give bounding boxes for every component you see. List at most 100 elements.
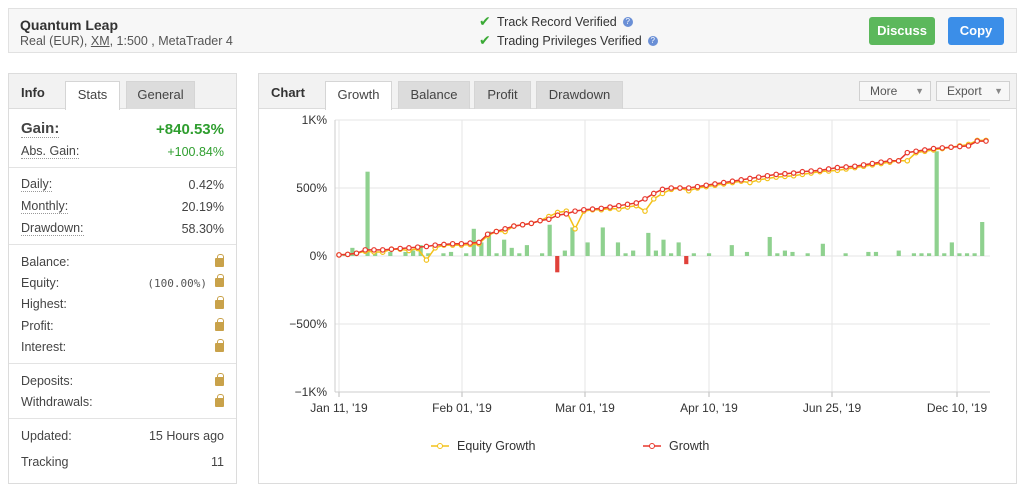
growth-point <box>799 168 806 175</box>
equity-growth-point <box>650 196 657 202</box>
growth-point <box>755 174 762 180</box>
more-dropdown[interactable]: More ▼ <box>859 81 931 101</box>
growth-point <box>790 170 797 176</box>
chart-bar <box>342 254 347 256</box>
growth-point <box>589 206 596 212</box>
discuss-button[interactable]: Discuss <box>869 17 935 45</box>
tab-general[interactable]: General <box>126 81 195 109</box>
growth-point <box>668 185 675 191</box>
growth-point <box>817 167 823 174</box>
abs-gain-row: Abs. Gain: +100.84% <box>21 144 224 159</box>
growth-point <box>511 223 517 229</box>
legend-equity-growth[interactable]: Equity Growth <box>457 439 536 453</box>
chart-bar <box>517 253 522 256</box>
equity-label: Equity: <box>21 276 60 290</box>
growth-point <box>956 143 963 150</box>
growth-point <box>388 246 395 253</box>
drawdown-row: Drawdown: 58.30% <box>21 221 224 236</box>
chart-bar <box>919 253 924 256</box>
chart-bar <box>547 224 552 256</box>
growth-point <box>615 202 622 209</box>
chart-bar <box>524 245 529 256</box>
monthly-label[interactable]: Monthly: <box>21 199 69 214</box>
account-header: Quantum Leap Real (EUR), XM, 1:500 , Met… <box>8 8 1017 53</box>
lock-icon <box>215 338 224 352</box>
x-tick-label: Apr 10, '19 <box>680 401 738 415</box>
growth-point <box>406 245 412 251</box>
account-leverage-platform: , 1:500 , MetaTrader 4 <box>109 34 233 48</box>
chart-bar <box>820 243 825 256</box>
broker-link[interactable]: XM <box>90 34 110 48</box>
growth-point <box>782 170 788 177</box>
tab-growth[interactable]: Growth <box>325 81 392 110</box>
help-icon[interactable]: ? <box>622 16 633 27</box>
chart-bar <box>388 251 393 256</box>
tracking-label: Tracking <box>21 455 69 469</box>
lock-icon <box>215 253 224 267</box>
y-tick-label: −500% <box>289 317 327 331</box>
export-label: Export <box>947 84 982 98</box>
growth-point <box>441 241 447 248</box>
chart-bar <box>927 253 932 256</box>
legend-equity-marker <box>437 443 443 449</box>
chart-bar <box>964 253 970 256</box>
growth-point <box>895 157 902 164</box>
chart-bar <box>873 251 879 256</box>
growth-point <box>344 251 351 258</box>
y-tick-label: −1K% <box>295 385 328 399</box>
chart-bar <box>957 253 962 256</box>
equity-growth-point <box>423 257 430 263</box>
growth-point <box>423 243 430 250</box>
growth-point <box>939 145 946 151</box>
tab-profit[interactable]: Profit <box>474 81 531 109</box>
legend-growth[interactable]: Growth <box>669 439 709 453</box>
tab-drawdown[interactable]: Drawdown <box>536 81 623 109</box>
tab-balance[interactable]: Balance <box>398 81 470 109</box>
growth-point <box>974 138 981 144</box>
growth-point <box>685 185 692 191</box>
abs-gain-label[interactable]: Abs. Gain: <box>21 144 80 159</box>
gain-label[interactable]: Gain: <box>21 120 60 138</box>
account-subtitle: Real (EUR), XM, 1:500 , MetaTrader 4 <box>20 34 233 48</box>
checkmark-icon: ✔ <box>479 13 491 29</box>
equity-growth-point <box>904 157 911 164</box>
highest-label: Highest: <box>21 297 67 311</box>
daily-row: Daily: 0.42% <box>21 177 224 192</box>
growth-point <box>808 168 814 174</box>
chart-bar <box>744 251 750 256</box>
copy-button[interactable]: Copy <box>948 17 1004 45</box>
growth-point <box>659 186 666 193</box>
growth-point <box>703 182 710 189</box>
highest-row: Highest: <box>21 295 224 311</box>
daily-label[interactable]: Daily: <box>21 177 53 192</box>
export-dropdown[interactable]: Export ▼ <box>936 81 1010 101</box>
chart-bar <box>418 245 423 256</box>
growth-point <box>371 247 377 253</box>
growth-chart[interactable]: 1K% 500% 0% −500% −1K% Jan 11, '19 Feb 01, '19… <box>259 110 1016 484</box>
track-record-verified: ✔ Track Record Verified ? <box>479 13 633 30</box>
chart-bar <box>509 247 514 256</box>
divider <box>9 363 236 364</box>
help-icon[interactable]: ? <box>647 35 658 46</box>
chevron-down-icon: ▼ <box>994 86 1003 96</box>
profit-label: Profit: <box>21 319 54 333</box>
updated-value: 15 Hours ago <box>148 429 224 443</box>
chart-bar <box>448 251 454 256</box>
gain-value: +840.53% <box>156 120 224 138</box>
tab-stats[interactable]: Stats <box>65 81 120 110</box>
growth-point <box>878 159 884 165</box>
chart-bar <box>934 151 939 256</box>
growth-point <box>650 190 657 197</box>
growth-point <box>353 250 360 257</box>
growth-point <box>624 201 631 208</box>
growth-point <box>642 196 648 202</box>
growth-point <box>414 244 421 250</box>
growth-point <box>948 144 954 151</box>
chart-bar <box>615 242 621 256</box>
drawdown-label[interactable]: Drawdown: <box>21 221 84 236</box>
growth-point <box>843 164 849 170</box>
chart-bar <box>486 231 492 256</box>
growth-point <box>834 164 841 171</box>
chart-bar <box>896 250 901 256</box>
growth-point <box>825 166 832 172</box>
